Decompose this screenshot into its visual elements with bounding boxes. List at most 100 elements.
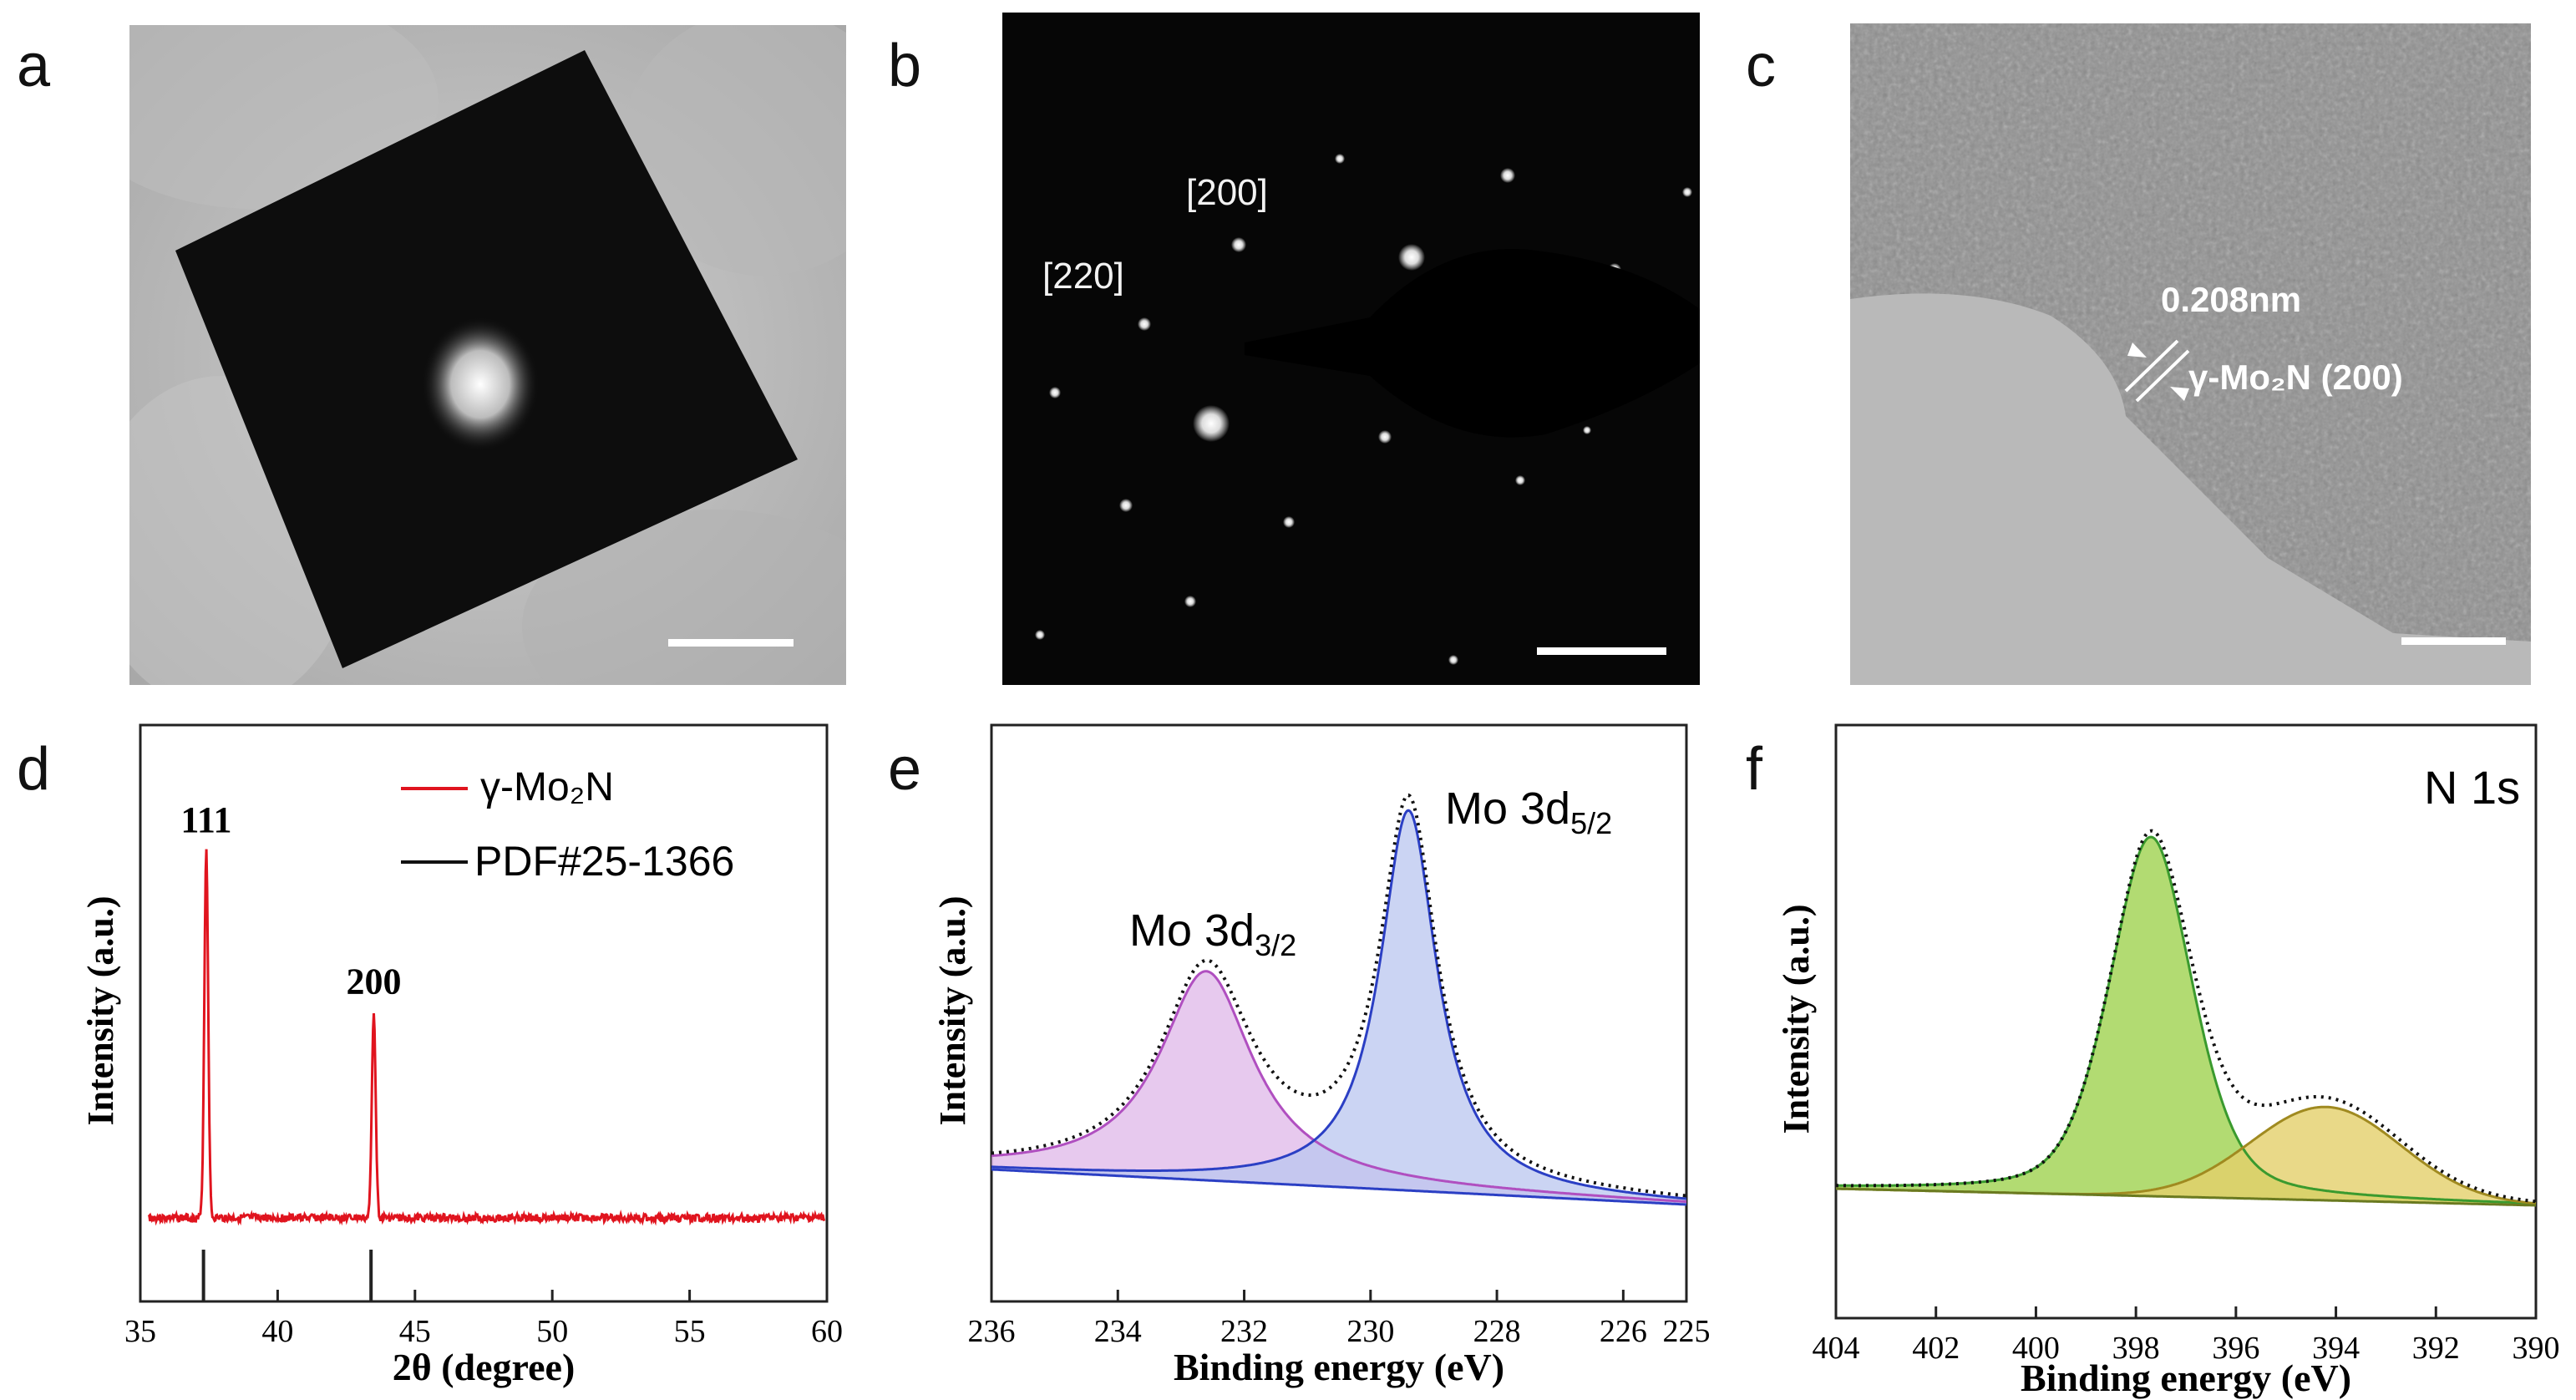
chart-f-baseline [1836, 1187, 2536, 1207]
mo3d32-peak-line [991, 970, 1686, 1203]
panel-letter-a: a [17, 33, 51, 99]
scale-bar [668, 639, 794, 647]
mo3d52-label: Mo 3d5/2 [1445, 784, 1612, 840]
chart-d-frame [139, 723, 829, 1303]
tem-film-region [622, 25, 846, 276]
amorphous-carbon-region [1850, 293, 2531, 685]
peak-label-111: 111 [180, 799, 231, 840]
chart-f-xtick-label: 398 [2112, 1331, 2160, 1366]
saed-pattern-panel: [200] [220] [1002, 13, 1700, 685]
diffraction-spot [1184, 596, 1196, 607]
chart-f-xtick-label: 392 [2412, 1331, 2460, 1366]
mo3d32-label: Mo 3d3/2 [1129, 905, 1296, 962]
chart-e-baseline [991, 1168, 1687, 1206]
n1s-second-peak-fill [1836, 1107, 2536, 1205]
chart-d-xtick-label: 55 [674, 1314, 706, 1349]
chart-f-xtick-label: 396 [2212, 1331, 2259, 1366]
chart-d: 35 40 45 50 55 60 111 200 γ-Mo₂N PDF#25-1366 … [80, 723, 843, 1388]
lattice-spacing-label: 0.208nm [2161, 280, 2301, 319]
chart-e: 236 234 232 230 228 226 225 Mo 3d3/2 Mo 3d5/2 … [932, 723, 1711, 1388]
chart-f-xtick-label: 402 [1912, 1331, 1960, 1366]
chart-d-ylabel: Intensity (a.u.) [80, 895, 121, 1125]
diffraction-spot [1515, 475, 1525, 485]
diffraction-spot [1119, 499, 1133, 512]
chart-f-envelope [1836, 829, 2537, 1204]
chart-d-xtick-label: 60 [811, 1314, 843, 1349]
mo3d52-peak-line [991, 809, 1687, 1200]
chart-e-envelope [991, 793, 1687, 1198]
n1s-main-peak-line [1836, 835, 2536, 1205]
diffraction-spot [1138, 317, 1151, 331]
chart-f-xtick-label: 394 [2312, 1331, 2360, 1366]
saed-pattern: [200] [220] [1002, 13, 1700, 685]
chart-d-xtick-label: 35 [124, 1314, 156, 1349]
mo3d52-peak-fill [991, 810, 1686, 1205]
legend-label-xrd: γ-Mo₂N [480, 765, 614, 809]
diffraction-spot [1193, 405, 1230, 442]
legend-label-pdf: PDF#25-1366 [474, 838, 734, 885]
chart-e-xtick-label: 234 [1094, 1314, 1142, 1349]
chart-e-xlabel: Binding energy (eV) [1174, 1346, 1504, 1388]
chart-d-reference-lines [201, 1250, 373, 1301]
phase-label: γ-Mo₂N (200) [2188, 358, 2403, 397]
n1s-main-peak-fill [1836, 837, 2536, 1205]
chart-f-ylabel: Intensity (a.u.) [1776, 904, 1817, 1134]
chart-d-xtick-label: 45 [399, 1314, 431, 1349]
chart-d-xtick-label: 40 [261, 1314, 293, 1349]
diffraction-spot [1035, 630, 1045, 640]
panel-letter-d: d [17, 736, 51, 803]
scale-bar [2401, 637, 2506, 645]
chart-e-ylabel: Intensity (a.u.) [932, 895, 973, 1125]
spot-label-220: [220] [1042, 256, 1124, 297]
spot-label-200: [200] [1186, 172, 1268, 213]
arrow-icon [2170, 387, 2189, 401]
chart-f-xtick-label: 400 [2012, 1331, 2060, 1366]
chart-d-series-line [147, 849, 826, 1226]
tem-image-panel [129, 25, 846, 685]
diffraction-spot [1378, 430, 1392, 444]
chart-d-xticks: 35 40 45 50 55 60 [124, 1290, 843, 1349]
chart-f: 404 402 400 398 396 394 392 390 N 1s Binding en… [1776, 723, 2560, 1399]
particle-bright-spot [422, 317, 539, 451]
lattice-fringe-marker [2135, 349, 2190, 403]
mo3d32-peak-fill [991, 971, 1686, 1205]
chart-f-xtick-label: 390 [2513, 1331, 2560, 1366]
lattice-fringe-marker [2124, 339, 2179, 393]
diffraction-spot [1448, 655, 1458, 665]
diffraction-spot [1583, 426, 1591, 434]
peak-label-200: 200 [346, 961, 401, 1002]
hrtem-image: 0.208nm γ-Mo₂N (200) [1850, 23, 2531, 685]
chart-f-frame [1834, 723, 2538, 1320]
panel-letter-c: c [1746, 33, 1776, 99]
chart-d-xlabel: 2θ (degree) [393, 1346, 576, 1388]
chart-e-xtick-label: 228 [1473, 1314, 1521, 1349]
chart-e-xtick-label: 236 [968, 1314, 1016, 1349]
chart-f-title: N 1s [2424, 761, 2520, 814]
hrtem-image-panel: 0.208nm γ-Mo₂N (200) [1850, 23, 2531, 685]
chart-e-xtick-label: 225 [1663, 1314, 1711, 1349]
chart-e-xticks: 236 234 232 230 228 226 225 [968, 1290, 1711, 1349]
chart-e-xtick-label: 226 [1600, 1314, 1647, 1349]
chart-f-xtick-label: 404 [1813, 1331, 1860, 1366]
diffraction-spot [1682, 187, 1692, 197]
diffraction-spot [1335, 154, 1345, 164]
chart-d-xtick-label: 50 [536, 1314, 568, 1349]
diffraction-spot [1398, 244, 1425, 271]
chart-e-xtick-label: 232 [1220, 1314, 1268, 1349]
diffraction-spot [1049, 387, 1061, 398]
beam-stopper [1245, 248, 1700, 438]
chart-e-frame [990, 723, 1688, 1303]
chart-e-xtick-label: 230 [1346, 1314, 1394, 1349]
diffraction-spot [1283, 516, 1295, 528]
tem-image [129, 25, 846, 685]
diffraction-spot [1500, 168, 1515, 183]
panel-letter-b: b [888, 33, 922, 99]
diffraction-spots [1035, 154, 1692, 665]
diffraction-spot [1231, 237, 1246, 252]
scale-bar [1537, 647, 1666, 655]
chart-f-xlabel: Binding energy (eV) [2021, 1357, 2351, 1399]
chart-f-xticks: 404 402 400 398 396 394 392 390 [1813, 1306, 2560, 1366]
panel-letter-e: e [888, 736, 922, 803]
panel-letter-f: f [1746, 736, 1763, 803]
